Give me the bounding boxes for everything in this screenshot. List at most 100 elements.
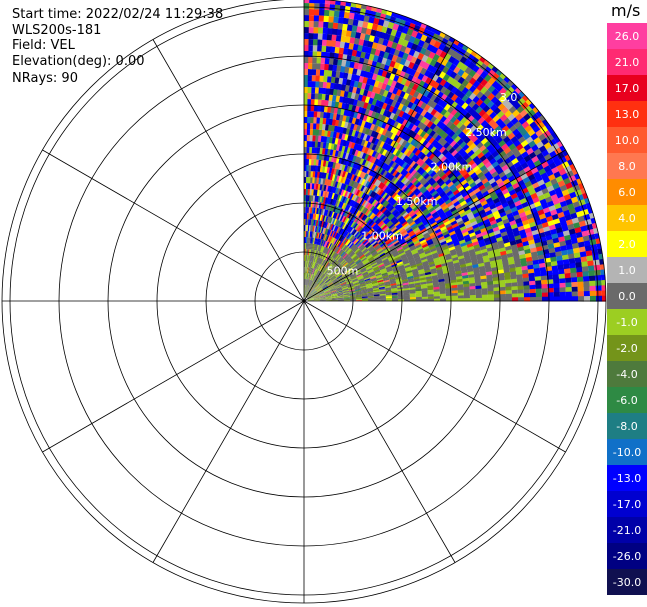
- velocity-gate: [337, 294, 344, 296]
- velocity-gate: [313, 225, 316, 232]
- velocity-gate: [419, 153, 427, 161]
- velocity-gate: [589, 239, 597, 246]
- velocity-gate: [456, 281, 464, 286]
- velocity-gate: [589, 290, 596, 297]
- velocity-gate: [407, 129, 415, 137]
- velocity-gate: [382, 258, 389, 263]
- velocity-gate: [363, 274, 370, 279]
- velocity-gate: [387, 272, 394, 276]
- velocity-gate: [467, 115, 475, 123]
- velocity-gate: [335, 272, 341, 277]
- velocity-gate: [309, 231, 312, 238]
- velocity-gate: [403, 288, 410, 291]
- velocity-gate: [316, 238, 319, 245]
- velocity-gate: [372, 241, 379, 247]
- velocity-gate: [312, 293, 319, 297]
- velocity-gate: [346, 178, 351, 186]
- velocity-gate: [578, 296, 584, 302]
- velocity-gate: [481, 281, 488, 286]
- velocity-gate: [311, 255, 314, 262]
- velocity-gate: [323, 240, 328, 247]
- velocity-gate: [434, 216, 442, 222]
- velocity-gate: [400, 168, 407, 176]
- velocity-gate: [423, 97, 431, 105]
- velocity-gate: [525, 256, 533, 263]
- velocity-gate: [342, 253, 348, 259]
- velocity-gate: [337, 275, 343, 280]
- colorbar-tick-label: 13.0: [615, 108, 640, 121]
- velocity-gate: [435, 205, 442, 212]
- velocity-gate: [345, 224, 350, 231]
- velocity-gate: [379, 266, 386, 271]
- velocity-gate: [453, 118, 461, 127]
- velocity-gate: [311, 75, 317, 82]
- velocity-gate: [305, 291, 308, 298]
- velocity-gate: [451, 287, 458, 291]
- velocity-gate: [522, 132, 531, 141]
- velocity-gate: [447, 181, 454, 188]
- velocity-gate: [308, 261, 311, 268]
- velocity-gate: [416, 92, 424, 101]
- velocity-gate: [359, 266, 366, 271]
- velocity-gate: [482, 297, 488, 302]
- velocity-gate: [316, 57, 322, 64]
- velocity-gate: [412, 215, 419, 222]
- velocity-gate: [323, 69, 329, 77]
- velocity-gate: [313, 294, 319, 297]
- velocity-gate: [309, 280, 312, 287]
- velocity-gate: [433, 103, 441, 112]
- velocity-gate: [320, 202, 324, 209]
- velocity-gate: [370, 222, 377, 228]
- velocity-gate: [395, 280, 403, 284]
- azimuth-spoke: [303, 149, 566, 302]
- velocity-gate: [481, 285, 488, 289]
- velocity-gate: [438, 281, 445, 285]
- velocity-gate: [369, 275, 376, 279]
- velocity-gate: [349, 154, 355, 162]
- velocity-gate: [354, 286, 361, 289]
- velocity-gate: [372, 118, 378, 125]
- velocity-gate: [484, 74, 493, 83]
- velocity-gate: [336, 290, 343, 293]
- velocity-gate: [345, 239, 350, 246]
- velocity-gate: [476, 75, 485, 84]
- velocity-gate: [310, 274, 313, 280]
- velocity-gate: [405, 237, 412, 243]
- velocity-gate: [535, 280, 542, 286]
- velocity-gate: [594, 275, 602, 282]
- velocity-gate: [455, 183, 463, 190]
- velocity-gate: [425, 134, 433, 143]
- velocity-gate: [475, 285, 482, 290]
- velocity-gate: [311, 261, 314, 268]
- velocity-gate: [316, 263, 320, 270]
- velocity-gate: [443, 142, 451, 150]
- velocity-gate: [517, 285, 524, 291]
- velocity-gate: [386, 158, 393, 166]
- velocity-gate: [359, 171, 365, 178]
- velocity-gate: [476, 181, 484, 189]
- velocity-gate: [314, 284, 319, 289]
- velocity-gate: [414, 217, 421, 224]
- velocity-gate: [348, 186, 353, 193]
- velocity-gate: [406, 173, 414, 181]
- velocity-gate: [353, 284, 360, 287]
- velocity-gate: [356, 125, 362, 132]
- velocity-gate: [327, 70, 333, 77]
- velocity-gate: [473, 200, 481, 207]
- velocity-gate: [403, 295, 410, 298]
- velocity-gate: [425, 166, 433, 174]
- velocity-gate: [325, 269, 330, 275]
- velocity-gate: [349, 272, 356, 277]
- velocity-gate: [510, 168, 519, 176]
- velocity-gate: [387, 213, 394, 220]
- velocity-gate: [317, 165, 321, 172]
- velocity-gate: [461, 94, 470, 103]
- velocity-gate: [412, 272, 419, 276]
- velocity-gate: [331, 297, 338, 299]
- velocity-gate: [352, 229, 358, 236]
- velocity-gate: [458, 91, 466, 100]
- velocity-gate: [306, 267, 308, 274]
- velocity-gate: [373, 234, 380, 240]
- velocity-gate: [316, 153, 320, 160]
- velocity-gate: [311, 274, 315, 281]
